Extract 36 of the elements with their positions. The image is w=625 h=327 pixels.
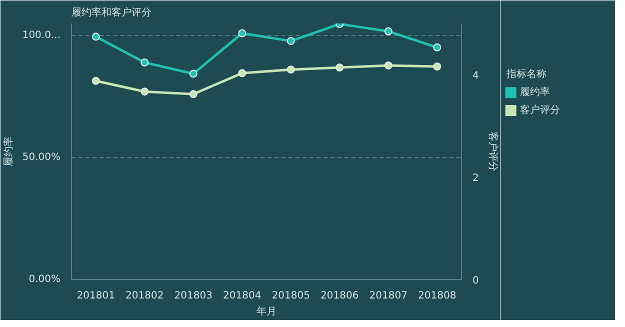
x-tick-label: 201808 xyxy=(418,290,456,302)
point xyxy=(336,64,344,72)
y-tick-label: 0.00% xyxy=(28,274,61,285)
legend-label: 履约率 xyxy=(520,86,550,98)
y2-tick-label: 4 xyxy=(472,70,479,82)
y-tick-label: 100.0... xyxy=(22,30,61,42)
point xyxy=(238,29,246,38)
legend-title: 指标名称 xyxy=(505,68,546,80)
point xyxy=(92,32,100,41)
point xyxy=(286,37,295,46)
point xyxy=(189,70,198,78)
x-tick-label: 201802 xyxy=(126,290,164,302)
point xyxy=(286,66,295,74)
x-tick-label: 201803 xyxy=(174,290,212,302)
x-tick-label: 201804 xyxy=(223,290,262,302)
point xyxy=(140,88,149,96)
point xyxy=(189,90,198,98)
y-tick-label: 50.00% xyxy=(22,152,61,164)
legend-label: 客户评分 xyxy=(520,104,560,116)
y2-tick-label: 0 xyxy=(472,276,479,286)
point xyxy=(140,58,149,67)
x-tick-label: 201807 xyxy=(369,290,408,302)
point xyxy=(433,43,442,52)
y2-axis-title: 客户评分 xyxy=(486,132,499,172)
chart-title: 履约率和客户评分 xyxy=(72,6,152,18)
point xyxy=(384,61,392,70)
x-tick-label: 201806 xyxy=(320,290,359,302)
point xyxy=(238,69,246,78)
y2-tick-label: 2 xyxy=(472,173,479,184)
x-tick-label: 201805 xyxy=(272,290,310,302)
x-axis-title: 年月 xyxy=(256,306,276,318)
point xyxy=(384,27,392,36)
point xyxy=(433,62,442,70)
y-axis-title: 履约率 xyxy=(2,136,14,166)
x-tick-label: 201801 xyxy=(76,290,115,302)
point xyxy=(92,76,100,85)
